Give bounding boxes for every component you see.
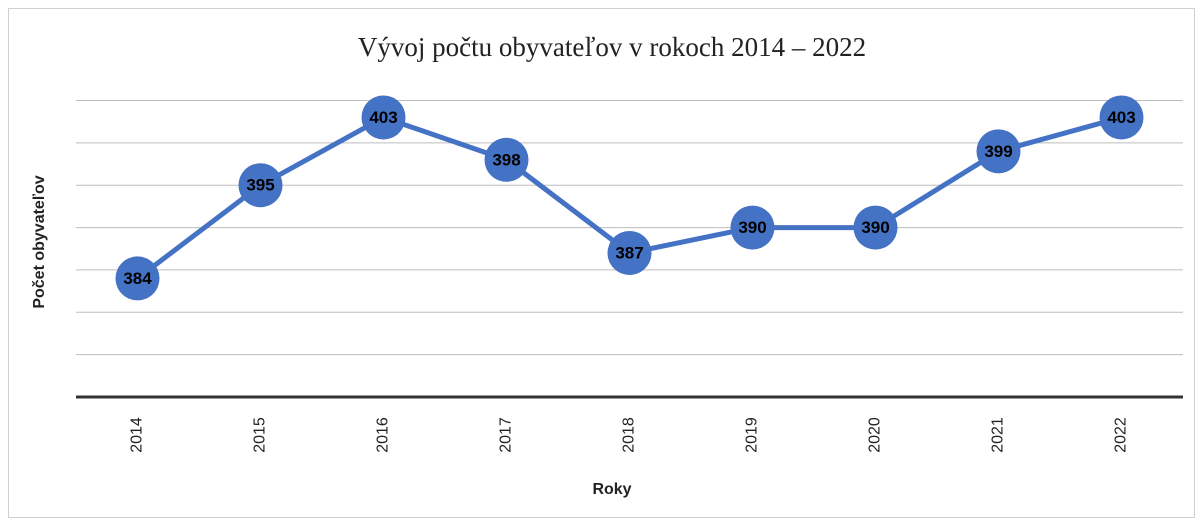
data-point [976,129,1021,174]
data-point [853,205,898,250]
data-label: 398 [492,150,520,169]
data-label: 403 [369,108,397,127]
data-label: 387 [615,243,643,262]
x-tick-label: 2018 [621,417,638,453]
data-point [238,163,283,208]
data-label: 399 [984,142,1012,161]
chart-frame [8,8,1195,518]
data-label: 403 [1107,108,1135,127]
x-tick-label: 2015 [252,417,269,453]
data-label: 395 [246,176,274,195]
data-point [115,256,160,301]
data-point [607,230,652,275]
x-tick-label: 2016 [375,417,392,453]
x-tick-label: 2021 [990,417,1007,453]
data-label: 384 [123,269,152,288]
x-tick-label: 2014 [129,417,146,453]
x-tick-label: 2017 [498,417,515,453]
data-point [730,205,775,250]
y-axis-label: Počet obyvateľov [31,175,48,308]
data-label: 390 [861,218,889,237]
data-point [1099,95,1144,140]
x-tick-label: 2022 [1113,417,1130,453]
chart-title: Vývoj počtu obyvateľov v rokoch 2014 – 2… [358,32,866,62]
data-label: 390 [738,218,766,237]
data-point [361,95,406,140]
x-axis-label: Roky [592,481,631,498]
x-tick-label: 2020 [867,417,884,453]
data-point [484,137,529,182]
x-tick-label: 2019 [744,417,761,453]
